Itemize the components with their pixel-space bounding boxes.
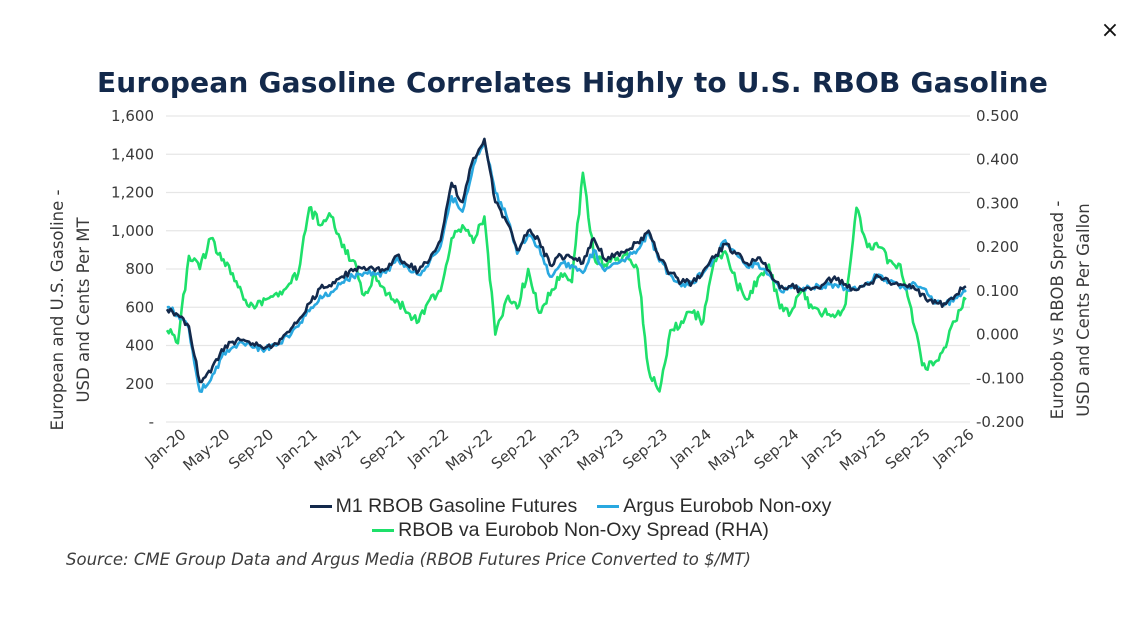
series-line-rbob bbox=[165, 137, 967, 384]
legend-label-eurobob: Argus Eurobob Non-oxy bbox=[623, 495, 832, 517]
left-axis-title-line1: European and U.S. Gasoline - bbox=[48, 189, 67, 430]
x-tick-label: Sep-24 bbox=[750, 425, 802, 473]
left-tick-label: 1,400 bbox=[111, 145, 154, 163]
left-tick-label: 1,200 bbox=[111, 184, 154, 202]
right-tick-label: 0.200 bbox=[976, 238, 1019, 256]
legend-swatch-eurobob bbox=[597, 504, 620, 508]
legend-item-spread: RBOB va Eurobob Non-Oxy Spread (RHA) bbox=[372, 518, 769, 542]
left-axis-title-line2: USD and Cents Per MT bbox=[74, 217, 93, 403]
gridlines bbox=[166, 115, 970, 423]
right-axis-ticks: -0.200 -0.100 0.000 0.100 0.200 0.300 0.400 0.5… bbox=[976, 107, 1024, 431]
left-tick-label: 1,600 bbox=[111, 107, 154, 125]
left-tick-label: 1,000 bbox=[111, 222, 154, 240]
x-tick-label: Sep-20 bbox=[225, 425, 277, 473]
legend-item-rbob: M1 RBOB Gasoline Futures bbox=[309, 494, 578, 518]
x-tick-label: Sep-21 bbox=[356, 425, 408, 473]
x-tick-label: Jan-26 bbox=[929, 425, 978, 470]
right-axis-title-line1: Eurobob vs RBOB Spread - bbox=[1048, 201, 1067, 420]
legend-swatch-spread bbox=[372, 528, 395, 532]
x-tick-label: May-23 bbox=[573, 425, 627, 474]
legend-item-eurobob: Argus Eurobob Non-oxy bbox=[597, 494, 831, 518]
legend: M1 RBOB Gasoline Futures Argus Eurobob N… bbox=[0, 494, 1141, 542]
chart-title: European Gasoline Correlates Highly to U… bbox=[96, 66, 1049, 99]
right-tick-label: 0.100 bbox=[976, 282, 1019, 300]
x-tick-label: Sep-25 bbox=[882, 425, 934, 473]
series-group bbox=[165, 137, 967, 393]
series-line-eurobob bbox=[166, 139, 967, 393]
right-tick-label: 0.300 bbox=[976, 194, 1019, 212]
x-axis-ticks: Jan-20May-20Sep-20Jan-21May-21Sep-21Jan-… bbox=[141, 425, 978, 474]
x-tick-label: May-25 bbox=[836, 425, 890, 474]
right-tick-label: 0.500 bbox=[976, 107, 1019, 125]
source-note: Source: CME Group Data and Argus Media (… bbox=[66, 550, 751, 569]
legend-swatch-rbob bbox=[309, 504, 332, 508]
left-tick-label: - bbox=[149, 413, 154, 431]
left-tick-label: 200 bbox=[125, 375, 154, 393]
x-tick-label: Sep-23 bbox=[619, 425, 671, 473]
x-tick-label: May-24 bbox=[705, 425, 759, 474]
left-tick-label: 600 bbox=[125, 298, 154, 316]
legend-label-spread: RBOB va Eurobob Non-Oxy Spread (RHA) bbox=[398, 519, 769, 541]
series-line-spread bbox=[165, 171, 967, 393]
right-tick-label: 0.400 bbox=[976, 151, 1019, 169]
legend-label-rbob: M1 RBOB Gasoline Futures bbox=[335, 495, 578, 517]
left-tick-label: 400 bbox=[125, 337, 154, 355]
x-tick-label: May-21 bbox=[311, 425, 365, 474]
x-tick-label: May-22 bbox=[442, 425, 496, 474]
right-tick-label: -0.100 bbox=[976, 369, 1024, 387]
right-axis-title-line2: USD and Cents Per Gallon bbox=[1074, 203, 1093, 416]
left-tick-label: 800 bbox=[125, 260, 154, 278]
x-tick-label: Sep-22 bbox=[488, 425, 540, 473]
right-tick-label: -0.200 bbox=[976, 413, 1024, 431]
close-icon[interactable]: × bbox=[1100, 17, 1120, 43]
left-axis-ticks: - 200 400 600 800 1,000 1,200 1,400 1,600 bbox=[111, 107, 154, 431]
x-tick-label: May-20 bbox=[179, 425, 233, 474]
right-tick-label: 0.000 bbox=[976, 326, 1019, 344]
